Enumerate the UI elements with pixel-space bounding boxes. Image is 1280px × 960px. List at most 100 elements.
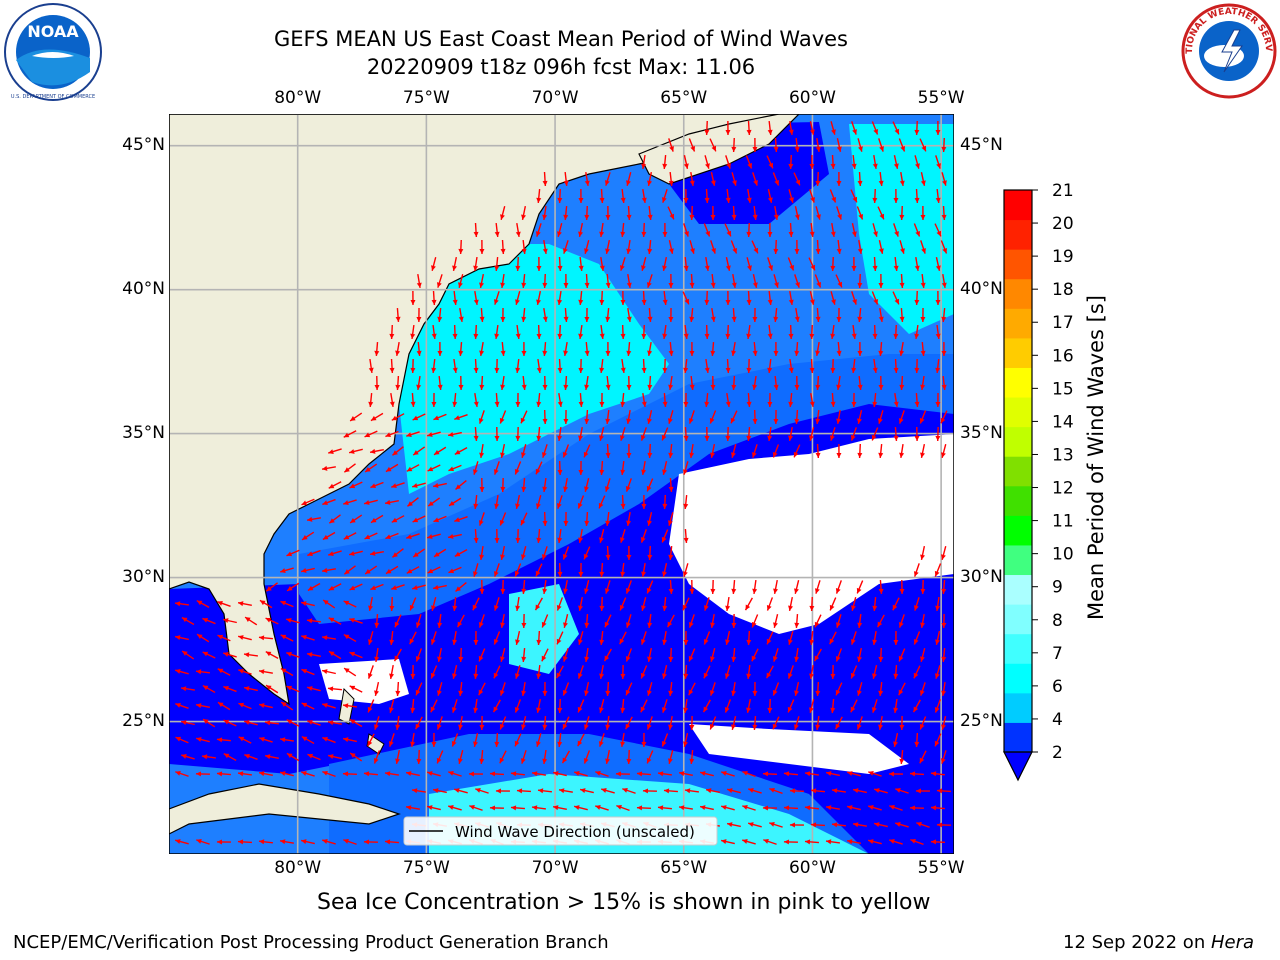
wave-direction-arrow (563, 614, 569, 628)
wave-direction-arrow (898, 682, 906, 696)
wave-direction-arrow (300, 839, 315, 845)
wave-direction-arrow (620, 324, 626, 340)
wave-direction-arrow (916, 821, 930, 828)
wave-direction-arrow (431, 290, 437, 306)
wave-direction-arrow (815, 681, 821, 697)
wave-direction-arrow (626, 273, 632, 289)
wave-direction-arrow (584, 171, 590, 187)
wave-direction-arrow (500, 375, 506, 391)
wave-direction-arrow (448, 464, 462, 472)
wave-direction-arrow (406, 566, 420, 574)
colorbar-swatch (1004, 190, 1032, 221)
wave-direction-arrow (940, 750, 947, 764)
wave-direction-arrow (562, 682, 570, 696)
wave-direction-arrow (196, 839, 210, 845)
wave-direction-arrow (640, 699, 648, 713)
wave-direction-arrow (369, 550, 384, 556)
wave-direction-arrow (605, 511, 611, 527)
colorbar-swatch (1004, 397, 1032, 428)
wave-direction-arrow (180, 720, 195, 726)
wave-direction-arrow (646, 478, 654, 492)
wave-direction-arrow (829, 631, 837, 645)
wave-direction-arrow (427, 464, 441, 472)
wave-direction-arrow (521, 716, 527, 730)
wave-direction-arrow (514, 563, 522, 577)
wave-direction-arrow (384, 771, 399, 777)
wave-direction-arrow (668, 138, 674, 152)
wave-direction-arrow (605, 273, 611, 289)
wave-direction-arrow (499, 716, 507, 730)
wave-direction-arrow (851, 358, 857, 374)
wave-direction-arrow (180, 686, 195, 692)
wave-direction-arrow (746, 290, 752, 306)
wave-direction-arrow (599, 358, 605, 374)
wave-direction-arrow (920, 172, 926, 186)
lat-tick-label: 35°N (960, 422, 1003, 443)
wave-direction-arrow (605, 205, 611, 221)
wave-direction-arrow (794, 274, 800, 288)
wave-direction-arrow (395, 375, 401, 391)
wave-direction-arrow (815, 307, 821, 323)
wave-direction-arrow (788, 120, 794, 136)
wave-direction-arrow (201, 754, 216, 760)
wave-direction-arrow (683, 426, 689, 442)
lat-tick-label: 30°N (122, 566, 165, 587)
wave-direction-arrow (265, 582, 279, 592)
wave-direction-arrow (536, 324, 542, 340)
wave-direction-arrow (536, 392, 542, 408)
wave-direction-arrow (678, 805, 693, 811)
wave-direction-arrow (415, 648, 423, 662)
wave-direction-arrow (433, 446, 447, 456)
wave-direction-arrow (536, 256, 542, 272)
wave-direction-arrow (520, 410, 528, 424)
wave-direction-arrow (899, 171, 905, 187)
wave-direction-arrow (709, 410, 717, 424)
wave-direction-arrow (935, 257, 941, 271)
wave-direction-arrow (682, 461, 689, 475)
wave-direction-arrow (493, 631, 501, 645)
wave-direction-arrow (349, 718, 363, 728)
wave-direction-arrow (752, 409, 758, 425)
no-data-region (669, 434, 954, 634)
wave-direction-arrow (662, 257, 668, 271)
wave-direction-arrow (620, 222, 626, 238)
wave-direction-arrow (836, 307, 842, 323)
wave-direction-arrow (731, 647, 737, 663)
wave-direction-arrow (605, 545, 611, 561)
wave-direction-arrow (515, 392, 521, 408)
wave-direction-arrow (595, 805, 609, 811)
wave-direction-arrow (578, 631, 584, 645)
wave-direction-arrow (616, 804, 630, 812)
wave-direction-arrow (599, 256, 605, 272)
wave-direction-arrow (773, 409, 779, 425)
wave-direction-arrow (500, 648, 506, 662)
wave-direction-arrow (542, 409, 548, 425)
lat-tick-label: 25°N (122, 710, 165, 731)
wave-direction-arrow (804, 805, 819, 811)
wave-direction-arrow (730, 240, 738, 254)
wave-direction-arrow (850, 189, 858, 203)
wave-direction-arrow (409, 631, 417, 645)
wave-direction-arrow (202, 617, 216, 625)
wave-direction-arrow (919, 682, 926, 696)
wave-direction-arrow (389, 630, 395, 646)
wave-direction-arrow (473, 426, 479, 442)
wave-direction-arrow (725, 631, 731, 645)
wave-direction-arrow (919, 750, 927, 764)
wave-direction-arrow (725, 155, 731, 169)
wave-direction-arrow (374, 375, 380, 391)
wave-direction-arrow (493, 461, 500, 475)
wave-direction-arrow (432, 482, 447, 488)
colorbar-tick-label: 17 (1052, 313, 1074, 333)
wave-direction-arrow (704, 324, 710, 340)
wave-direction-arrow (458, 341, 464, 357)
colorbar-tick-label: 7 (1052, 644, 1063, 664)
wave-direction-arrow (831, 788, 846, 794)
wave-direction-arrow (747, 822, 762, 828)
wave-direction-arrow (895, 788, 909, 794)
lat-tick-label: 40°N (122, 278, 165, 299)
wave-direction-arrow (500, 341, 506, 357)
wave-direction-arrow (662, 324, 668, 340)
wave-direction-arrow (857, 613, 863, 629)
wave-direction-arrow (536, 733, 542, 747)
